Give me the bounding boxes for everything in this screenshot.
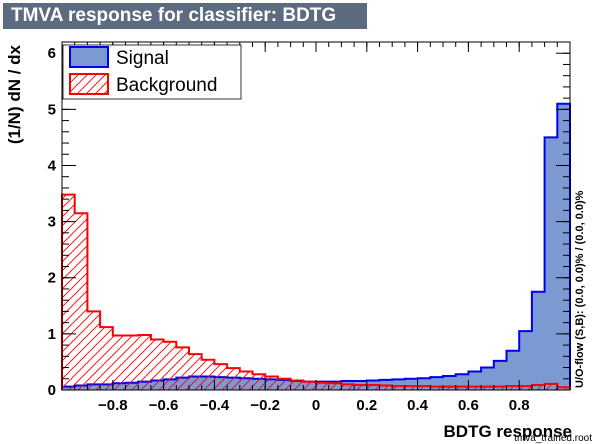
y-tick-label: 1 [48, 326, 56, 343]
x-tick-label: −0.8 [98, 397, 128, 414]
legend-swatch-signal [69, 46, 109, 68]
x-tick-label: −0.6 [149, 397, 179, 414]
legend-label-background: Background [116, 75, 217, 96]
axis-tick-labels: −0.8 −0.6 −0.4 −0.2 0 0.2 0.4 0.6 0.8 0 1 2 3 4 5 6 [48, 45, 530, 414]
y-tick-label: 6 [48, 45, 56, 62]
bin-background-18 [291, 380, 304, 390]
bin-signal-39 [557, 104, 570, 390]
bin-background-19 [303, 382, 316, 390]
histogram-bars [61, 102, 571, 390]
bin-background-12 [214, 364, 227, 390]
y-tick-label: 2 [48, 270, 56, 287]
y-tick-label: 0 [48, 382, 56, 399]
x-tick-label: 0.8 [509, 397, 530, 414]
y-axis-title: (1/N) dN / dx [5, 44, 24, 144]
x-tick-label: 0.4 [407, 397, 429, 414]
x-tick-label: 0.2 [356, 397, 377, 414]
bin-signal-36 [519, 331, 532, 390]
series-line-background [61, 193, 571, 390]
series-fill-signal [62, 103, 570, 390]
bin-background-16 [265, 377, 278, 390]
bin-signal-37 [532, 292, 545, 390]
bin-background-15 [253, 374, 266, 390]
bin-background-20 [316, 383, 329, 390]
bin-background-3 [100, 327, 113, 390]
bin-background-7 [151, 339, 164, 390]
bin-signal-38 [545, 137, 558, 390]
x-tick-label: −0.4 [200, 397, 230, 414]
bin-background-5 [126, 336, 139, 390]
bin-signal-35 [507, 351, 520, 390]
y-tick-label: 3 [48, 214, 56, 231]
bin-background-11 [202, 360, 215, 390]
y-tick-label: 4 [48, 157, 57, 174]
bin-signal-34 [494, 361, 507, 390]
legend-swatch-background [69, 73, 109, 95]
y-tick-label: 5 [48, 101, 56, 118]
bin-background-2 [87, 311, 100, 390]
chart-title: TMVA response for classifier: BDTG [3, 3, 367, 29]
bin-background-21 [329, 383, 342, 390]
bin-background-1 [75, 213, 88, 390]
bin-background-8 [164, 342, 177, 390]
file-note: tmva_trained.root [514, 433, 592, 444]
bin-background-10 [189, 354, 202, 390]
series-fill-background [62, 194, 570, 390]
bin-background-14 [240, 371, 253, 390]
x-tick-label: 0 [312, 397, 320, 414]
x-tick-label: −0.2 [250, 397, 280, 414]
legend: Signal Background [62, 44, 242, 100]
overflow-note: U/O-flow (S,B): (0.0, 0.0)% / (0.0, 0.0)… [574, 190, 586, 388]
bin-background-13 [227, 368, 240, 390]
bin-background-4 [113, 336, 126, 390]
legend-label-signal: Signal [116, 48, 169, 69]
bin-background-6 [138, 335, 151, 390]
x-axis-title: BDTG response [444, 422, 572, 441]
bin-background-17 [278, 379, 291, 390]
x-tick-label: 0.6 [458, 397, 479, 414]
bin-background-0 [62, 195, 75, 390]
bin-background-9 [176, 347, 189, 390]
